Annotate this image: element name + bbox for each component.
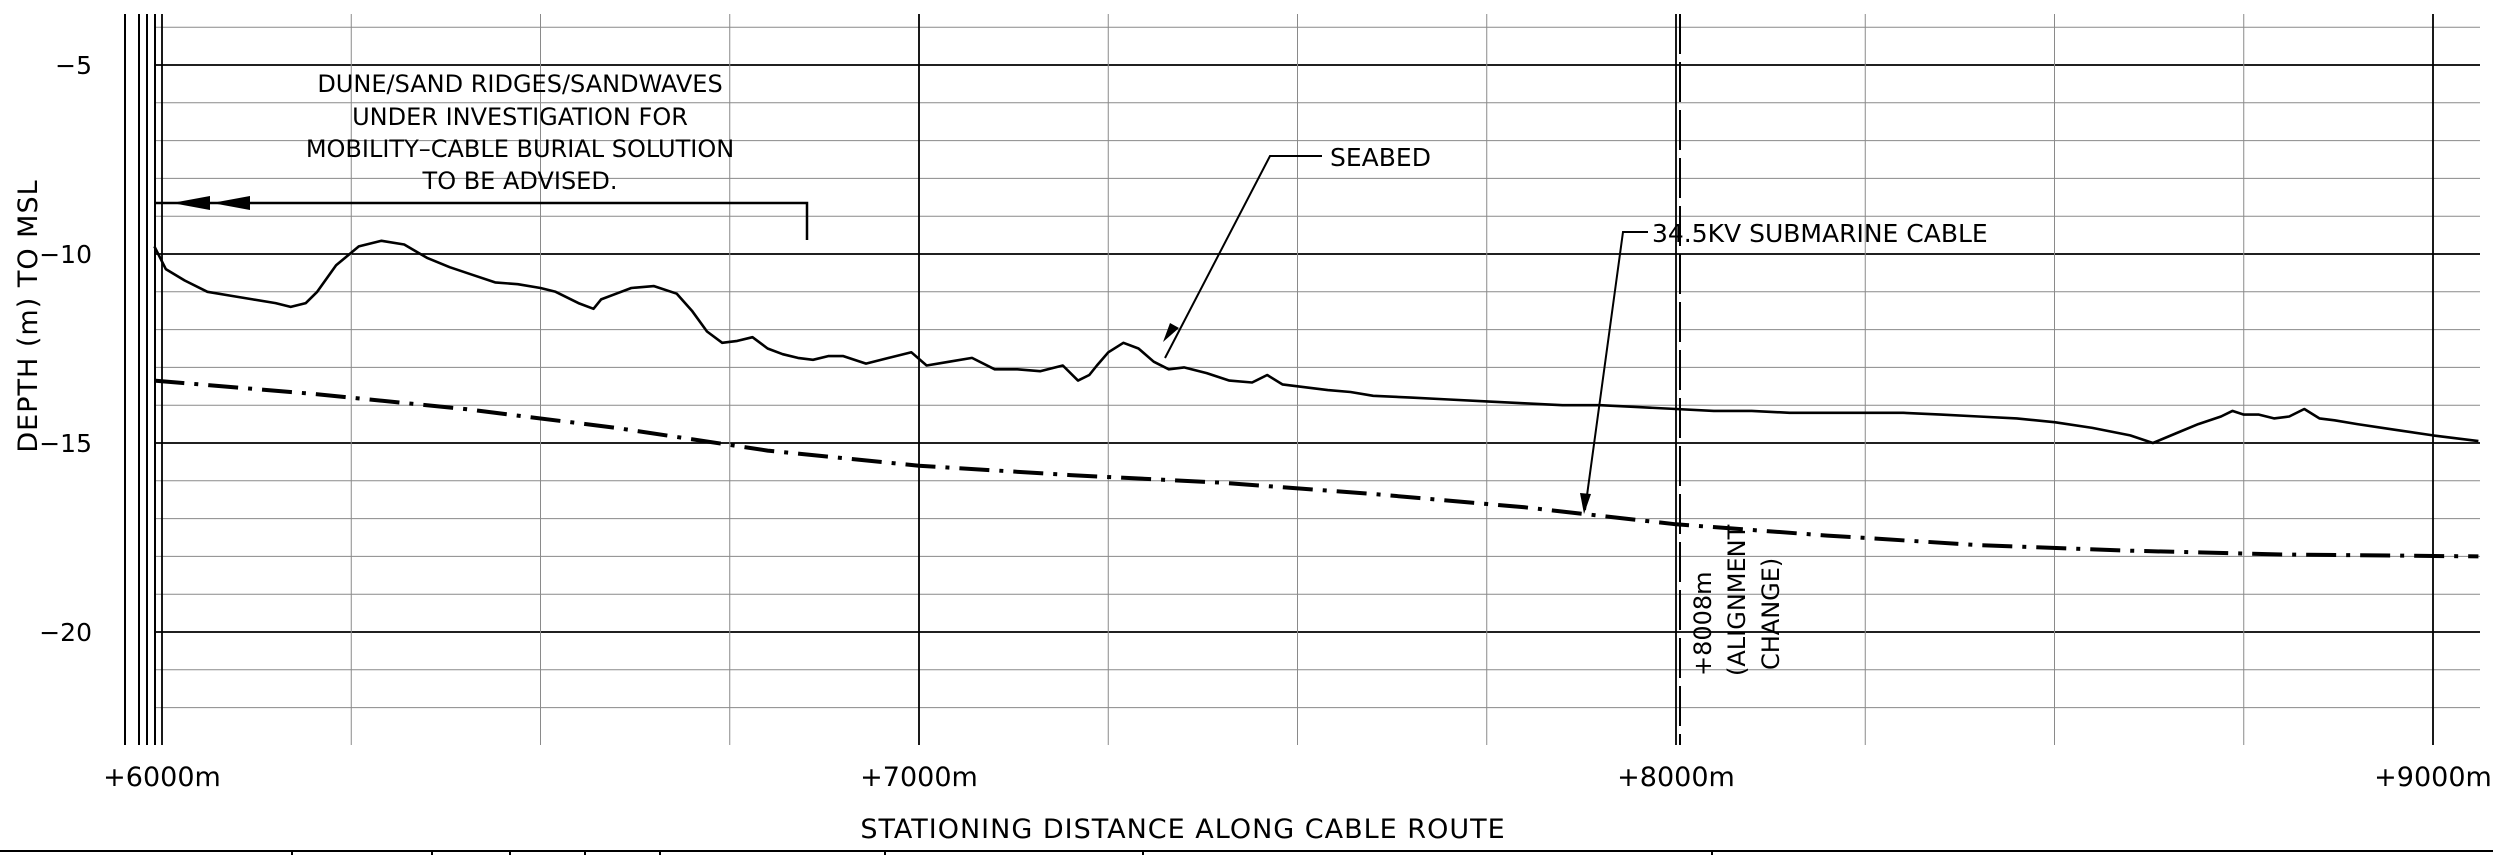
series-line-submarine-cable [154, 378, 2479, 559]
annotation-dune-note: DUNE/SAND RIDGES/SANDWAVES UNDER INVESTI… [155, 70, 809, 240]
title-block-edge [0, 850, 2493, 855]
x-tick-label: +7000m [860, 762, 978, 793]
annotation-dune-bracket [155, 201, 809, 240]
annotation-cable-label: 34.5KV SUBMARINE CABLE [1652, 219, 1988, 248]
annotation-cable: 34.5KV SUBMARINE CABLE [1580, 219, 1988, 514]
series-line-seabed [153, 239, 2479, 445]
alignment-change-line-3: CHANGE) [1757, 558, 1785, 670]
x-tick-label: +8000m [1617, 762, 1735, 793]
grid [155, 14, 2480, 745]
y-axis-label: DEPTH (m) TO MSL [13, 179, 44, 452]
x-tick-label: +6000m [103, 762, 221, 793]
annotation-alignment-change: +8008m (ALIGNMENT CHANGE) [1679, 14, 1785, 745]
annotation-seabed-label: SEABED [1330, 143, 1431, 172]
annotation-dune-line-1: DUNE/SAND RIDGES/SANDWAVES [317, 70, 722, 98]
y-tick-label: −10 [39, 240, 92, 269]
annotation-dune-line-3: MOBILITY–CABLE BURIAL SOLUTION [306, 135, 734, 163]
left-boundary-lines [124, 14, 156, 745]
arrowhead-icon [1580, 493, 1591, 514]
annotation-dune-line-2: UNDER INVESTIGATION FOR [352, 103, 688, 131]
arrowhead-icon [1163, 323, 1179, 342]
x-axis-label: STATIONING DISTANCE ALONG CABLE ROUTE [860, 814, 1505, 845]
y-tick-label: −20 [39, 618, 92, 647]
arrowhead-icon [172, 196, 210, 210]
alignment-change-line-1: +8008m [1689, 571, 1717, 676]
alignment-change-line-2: (ALIGNMENT [1723, 524, 1751, 676]
y-tick-labels: −5 −10 −15 −20 [39, 51, 92, 647]
annotation-dune-line-4: TO BE ADVISED. [422, 167, 618, 195]
y-tick-label: −15 [39, 429, 92, 458]
x-tick-label: +9000m [2374, 762, 2492, 793]
arrowhead-icon [212, 196, 250, 210]
y-tick-label: −5 [55, 51, 92, 80]
annotation-seabed: SEABED [1163, 143, 1431, 359]
x-tick-labels: +6000m +7000m +8000m +9000m [103, 762, 2492, 793]
